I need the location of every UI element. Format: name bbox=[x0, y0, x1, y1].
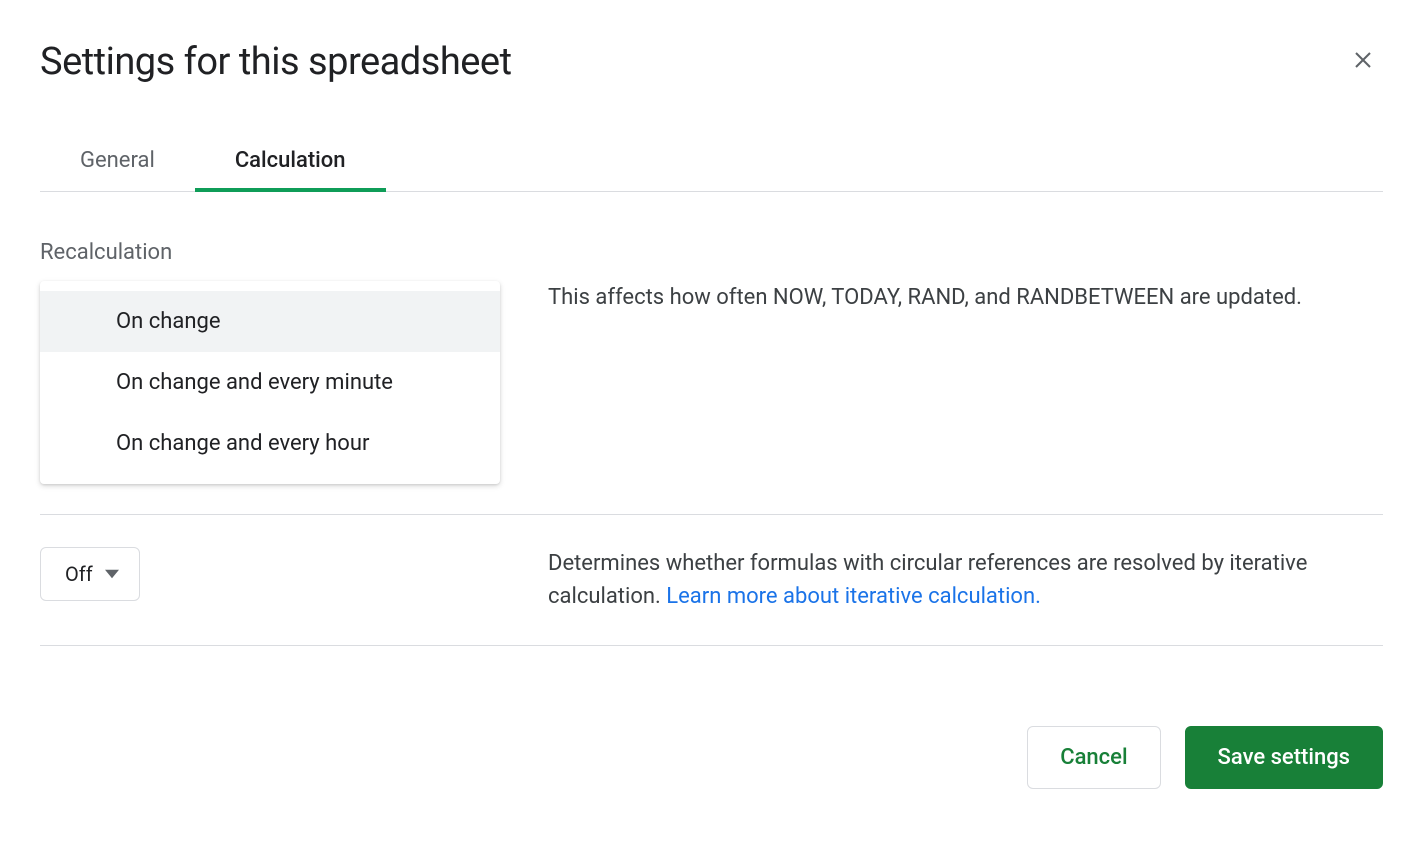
dropdown-option-on-change-hour[interactable]: On change and every hour bbox=[40, 413, 500, 474]
dialog-footer: Cancel Save settings bbox=[40, 726, 1383, 789]
iterative-row: Off Determines whether formulas with cir… bbox=[40, 547, 1383, 613]
tab-calculation[interactable]: Calculation bbox=[195, 132, 386, 191]
dropdown-option-on-change[interactable]: On change bbox=[40, 291, 500, 352]
learn-more-link[interactable]: Learn more about iterative calculation. bbox=[666, 584, 1041, 609]
iterative-section: Off Determines whether formulas with cir… bbox=[40, 514, 1383, 646]
settings-dialog: Settings for this spreadsheet General Ca… bbox=[40, 40, 1383, 789]
recalculation-row: On change On change and every minute On … bbox=[40, 281, 1383, 314]
iterative-description-container: Determines whether formulas with circula… bbox=[548, 547, 1383, 613]
recalculation-description: This affects how often NOW, TODAY, RAND,… bbox=[548, 281, 1383, 314]
tab-general[interactable]: General bbox=[40, 132, 195, 191]
recalculation-label: Recalculation bbox=[40, 240, 1383, 265]
iterative-select-value: Off bbox=[65, 562, 93, 586]
iterative-control-area: Off bbox=[40, 547, 500, 601]
cancel-button[interactable]: Cancel bbox=[1027, 726, 1160, 789]
section-divider-bottom bbox=[40, 645, 1383, 646]
iterative-select[interactable]: Off bbox=[40, 547, 140, 601]
dropdown-option-on-change-minute[interactable]: On change and every minute bbox=[40, 352, 500, 413]
section-divider bbox=[40, 514, 1383, 515]
tabs-container: General Calculation bbox=[40, 132, 1383, 192]
recalculation-section: Recalculation On change On change and ev… bbox=[40, 240, 1383, 314]
save-settings-button[interactable]: Save settings bbox=[1185, 726, 1383, 789]
dialog-header: Settings for this spreadsheet bbox=[40, 40, 1383, 84]
caret-down-icon bbox=[105, 567, 119, 581]
close-icon bbox=[1351, 48, 1375, 72]
close-button[interactable] bbox=[1343, 40, 1383, 80]
recalculation-dropdown-menu: On change On change and every minute On … bbox=[40, 281, 500, 484]
dialog-title: Settings for this spreadsheet bbox=[40, 40, 512, 84]
